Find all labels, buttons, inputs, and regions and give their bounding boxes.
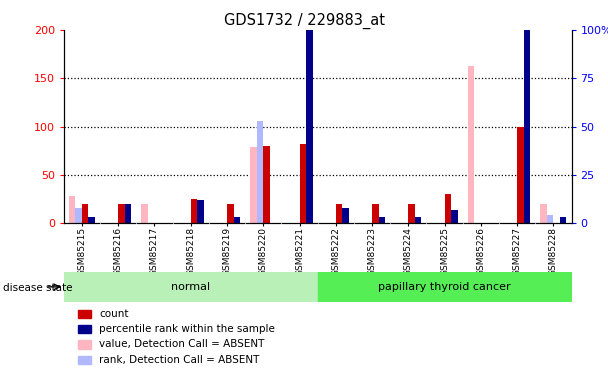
Bar [82,204,89,223]
Bar [78,310,91,318]
Bar [142,204,148,223]
Bar [517,127,523,223]
Bar [372,204,379,223]
Bar [227,204,233,223]
Text: GDS1732 / 229883_at: GDS1732 / 229883_at [224,13,384,29]
Bar [125,204,131,223]
Bar [197,200,204,223]
Bar [233,217,240,223]
Text: rank, Detection Call = ABSENT: rank, Detection Call = ABSENT [99,355,260,365]
Bar [560,217,567,223]
Bar [547,215,553,223]
Bar [306,30,313,223]
Bar [78,356,91,364]
Bar [415,217,421,223]
Bar [468,66,474,223]
Text: value, Detection Call = ABSENT: value, Detection Call = ABSENT [99,339,264,350]
Text: papillary thyroid cancer: papillary thyroid cancer [378,282,511,292]
Bar [451,210,458,223]
Bar [78,340,91,349]
Bar [78,325,91,333]
Text: count: count [99,309,128,319]
Bar [263,146,270,223]
Text: percentile rank within the sample: percentile rank within the sample [99,324,275,334]
Bar [409,204,415,223]
Bar [257,121,263,223]
Bar [444,194,451,223]
Bar [69,196,75,223]
Bar [191,199,197,223]
Bar [118,204,125,223]
Bar [75,208,82,223]
Bar [541,204,547,223]
Bar [89,217,95,223]
Bar [64,272,317,302]
Bar [250,147,257,223]
Bar [523,1,530,223]
Text: disease state: disease state [3,283,72,293]
Bar [336,204,342,223]
Bar [379,217,385,223]
Text: normal: normal [171,282,210,292]
Bar [342,208,349,223]
Bar [317,272,572,302]
Bar [300,144,306,223]
